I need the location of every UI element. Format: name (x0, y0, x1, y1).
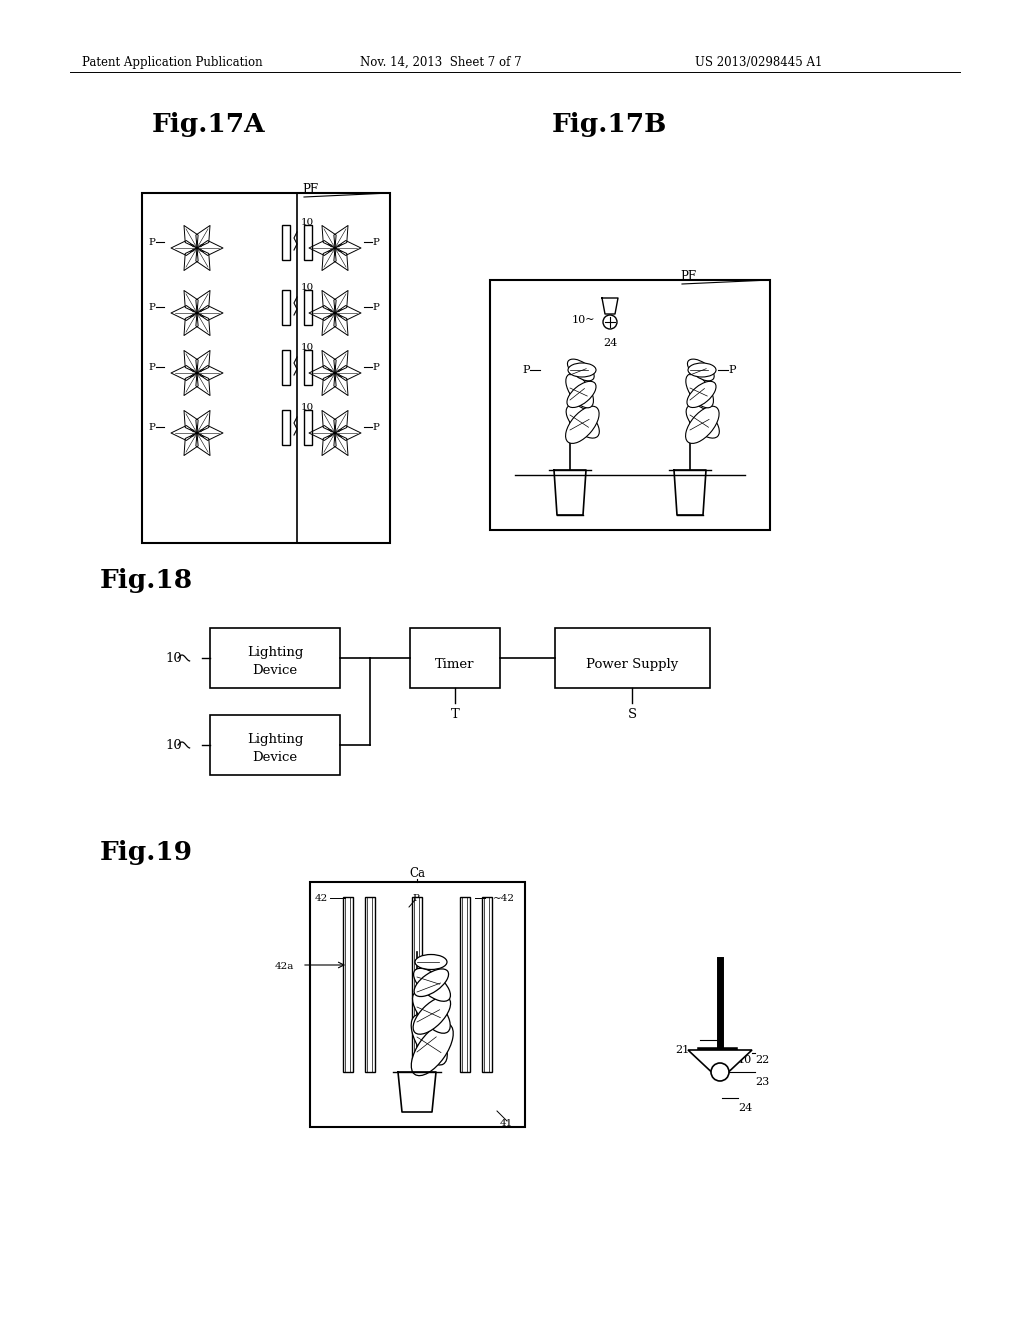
Text: Fig.19: Fig.19 (100, 840, 193, 865)
Text: Lighting: Lighting (247, 645, 303, 659)
Bar (412, 898, 422, 1072)
Ellipse shape (686, 405, 719, 438)
Ellipse shape (567, 381, 596, 408)
Ellipse shape (413, 991, 451, 1034)
Text: 10: 10 (165, 739, 181, 752)
Text: Power Supply: Power Supply (586, 657, 678, 671)
Text: 10: 10 (738, 1055, 753, 1065)
Text: ~42: ~42 (493, 894, 515, 903)
Text: P: P (372, 304, 379, 312)
Text: Patent Application Publication: Patent Application Publication (82, 55, 262, 69)
Text: Lighting: Lighting (247, 733, 303, 746)
Text: Fig.17B: Fig.17B (552, 112, 668, 137)
Bar (282, 411, 290, 445)
Ellipse shape (565, 407, 599, 444)
Ellipse shape (412, 1015, 447, 1065)
Polygon shape (688, 1049, 752, 1080)
Bar (210, 628, 340, 688)
Bar (304, 224, 312, 260)
Ellipse shape (688, 363, 716, 378)
Text: 23: 23 (755, 1077, 769, 1086)
Text: P: P (522, 366, 529, 375)
Text: Fig.18: Fig.18 (100, 568, 194, 593)
Text: 42: 42 (315, 894, 329, 903)
Text: T: T (451, 708, 460, 721)
Text: P: P (372, 363, 379, 372)
Text: 10: 10 (301, 403, 314, 412)
Text: P: P (728, 366, 735, 375)
Bar (310, 882, 525, 1127)
Text: 10~: 10~ (572, 315, 596, 325)
Text: US 2013/0298445 A1: US 2013/0298445 A1 (695, 55, 822, 69)
Circle shape (603, 315, 617, 329)
Text: Timer: Timer (435, 657, 475, 671)
Bar (210, 715, 340, 775)
Text: P: P (148, 238, 155, 247)
Text: 10: 10 (301, 282, 314, 292)
Ellipse shape (412, 1023, 454, 1076)
Bar (282, 350, 290, 385)
Ellipse shape (687, 381, 716, 408)
Bar (410, 628, 500, 688)
Text: S: S (628, 708, 637, 721)
Text: 41: 41 (500, 1119, 513, 1129)
Text: 24: 24 (603, 338, 617, 348)
Ellipse shape (414, 969, 449, 997)
Text: 24: 24 (738, 1104, 753, 1113)
Text: Device: Device (253, 664, 298, 677)
Text: PF: PF (302, 183, 318, 195)
Ellipse shape (687, 359, 714, 380)
Ellipse shape (415, 954, 447, 969)
Text: P: P (412, 894, 419, 903)
Bar (482, 898, 492, 1072)
Text: Ca: Ca (409, 867, 425, 880)
Ellipse shape (568, 363, 596, 378)
Text: Fig.17A: Fig.17A (152, 112, 265, 137)
Text: Device: Device (253, 751, 298, 764)
Ellipse shape (567, 359, 594, 380)
Text: P: P (148, 422, 155, 432)
Text: Nov. 14, 2013  Sheet 7 of 7: Nov. 14, 2013 Sheet 7 of 7 (360, 55, 521, 69)
Bar (282, 224, 290, 260)
Text: 22: 22 (755, 1055, 769, 1065)
Bar (304, 411, 312, 445)
Text: P: P (148, 363, 155, 372)
Bar (142, 193, 390, 543)
Bar (304, 350, 312, 385)
Bar (304, 290, 312, 325)
Ellipse shape (566, 374, 594, 408)
Ellipse shape (686, 374, 714, 408)
Ellipse shape (686, 407, 719, 444)
Text: 10: 10 (165, 652, 181, 665)
Bar (555, 628, 710, 688)
Bar (282, 290, 290, 325)
Bar (343, 898, 353, 1072)
Ellipse shape (413, 997, 451, 1035)
Text: PF: PF (680, 271, 696, 282)
Text: P: P (372, 422, 379, 432)
Text: 10: 10 (301, 218, 314, 227)
Text: P: P (372, 238, 379, 247)
Ellipse shape (414, 969, 451, 1002)
Ellipse shape (566, 405, 599, 438)
Bar (460, 898, 470, 1072)
Text: P: P (148, 304, 155, 312)
Bar (490, 280, 770, 531)
Text: 42a: 42a (275, 962, 294, 972)
Text: 21: 21 (675, 1045, 689, 1055)
Text: 10: 10 (301, 343, 314, 352)
Bar (365, 898, 375, 1072)
Circle shape (711, 1063, 729, 1081)
